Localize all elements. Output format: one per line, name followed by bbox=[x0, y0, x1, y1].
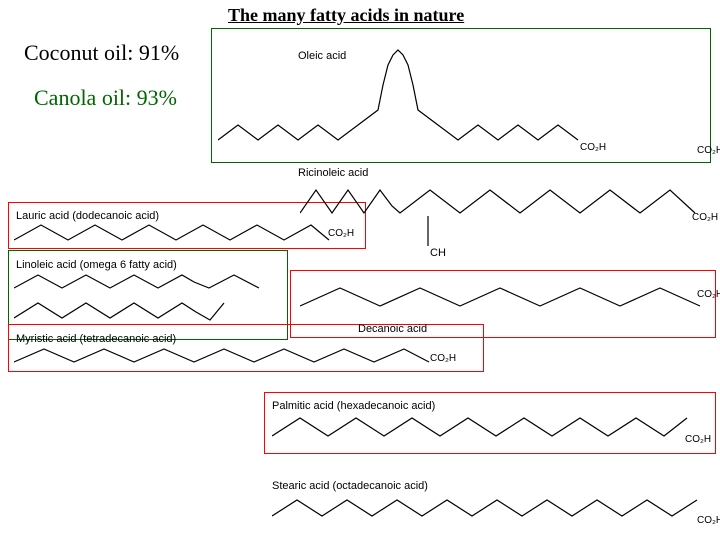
label-lauric: Lauric acid (dodecanoic acid) bbox=[16, 210, 159, 222]
label-linoleic: Linoleic acid (omega 6 fatty acid) bbox=[16, 259, 177, 271]
structure-decanoic bbox=[300, 284, 710, 312]
structure-stearic bbox=[272, 496, 702, 522]
structure-ricin-top bbox=[300, 178, 710, 223]
label-ch: CH bbox=[430, 247, 446, 259]
label-palmitic: Palmitic acid (hexadecanoic acid) bbox=[272, 400, 435, 412]
structure-linoleic-top bbox=[14, 272, 274, 292]
structure-lauric bbox=[14, 222, 334, 244]
page-title: The many fatty acids in nature bbox=[228, 5, 464, 26]
label-myristic: Myristic acid (tetradecanoic acid) bbox=[16, 333, 176, 345]
structure-oleic bbox=[218, 40, 598, 150]
label-decanoic: Decanoic acid bbox=[358, 323, 427, 335]
label-stearic: Stearic acid (octadecanoic acid) bbox=[272, 480, 428, 492]
structure-ricin-branch bbox=[424, 216, 444, 248]
oil-coconut: Coconut oil: 91% bbox=[24, 40, 179, 66]
formula-1: CO₂H bbox=[697, 145, 720, 156]
oil-canola: Canola oil: 93% bbox=[34, 85, 177, 111]
structure-palmitic bbox=[272, 414, 692, 442]
structure-linoleic-bot bbox=[14, 298, 274, 326]
structure-myristic bbox=[14, 346, 434, 366]
